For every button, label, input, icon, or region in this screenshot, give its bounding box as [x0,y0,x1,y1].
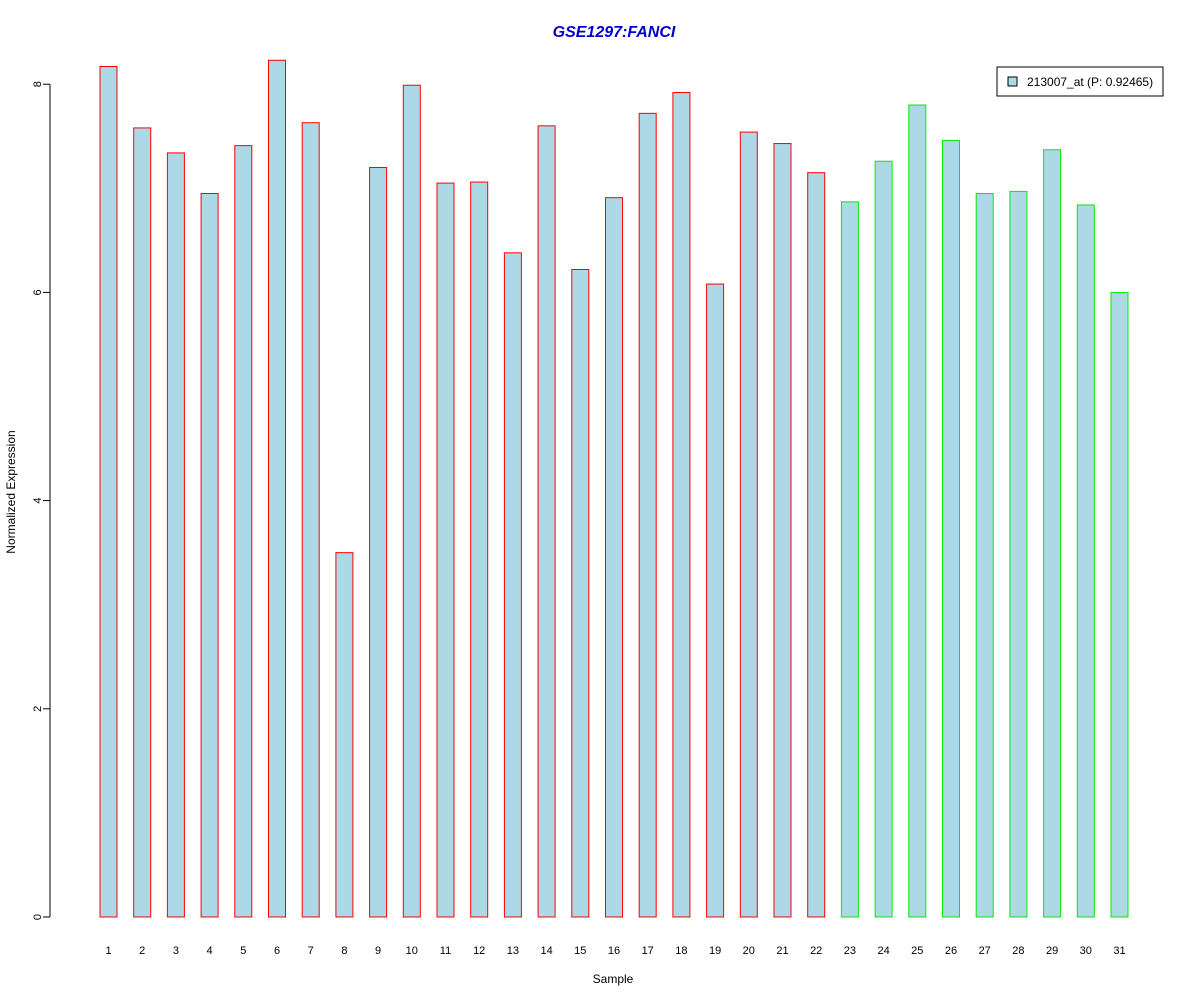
x-tick-label: 12 [473,945,485,957]
x-tick-label: 23 [844,945,856,957]
y-axis: 0 2 4 6 8 [32,81,51,920]
bar [301,122,320,918]
bar [739,131,758,918]
bar [470,181,489,918]
bar [234,145,253,918]
bar [942,139,960,918]
y-tick-label: 0 [32,914,44,920]
legend-label: 213007_at (P: 0.92465) [1027,75,1153,89]
chart-title: GSE1297:FANCI [553,24,676,41]
bars-group [99,59,1129,918]
bar [1076,204,1095,918]
x-tick-label: 16 [608,945,620,957]
x-tick-label: 8 [341,945,347,957]
bar [268,59,286,918]
x-tick-label: 19 [709,945,721,957]
x-tick-label: 11 [440,945,451,957]
x-tick-label: 15 [574,945,586,957]
y-tick-label: 4 [32,498,44,504]
bar [638,112,657,918]
x-tick-labels: 1 2 3 4 5 6 7 8 9 10 11 12 13 14 15 16 17 18 19 20 21 22 23 24 2… [105,945,1125,957]
x-tick-label: 20 [743,945,755,957]
x-tick-label: 7 [308,945,314,957]
legend: 213007_at (P: 0.92465) [996,66,1164,97]
y-tick-label: 8 [32,81,44,87]
x-tick-label: 29 [1046,945,1058,957]
bar [200,193,219,918]
x-tick-label: 10 [406,945,418,957]
y-axis-label: Normalized Expression [4,430,18,553]
bar [166,152,185,918]
bar [908,104,927,918]
x-tick-label: 25 [911,945,923,957]
x-tick-label: 26 [945,945,957,957]
bar [503,252,522,918]
x-tick-label: 28 [1012,945,1024,957]
bar [436,182,455,918]
x-tick-label: 6 [274,945,280,957]
x-tick-label: 13 [507,945,519,957]
x-tick-label: 18 [675,945,687,957]
bar [773,143,792,918]
x-tick-label: 4 [207,945,213,957]
bar [807,172,826,918]
y-tick-label: 2 [32,706,44,712]
x-tick-label: 9 [375,945,381,957]
x-tick-label: 2 [139,945,145,957]
x-tick-label: 31 [1113,945,1125,957]
x-tick-label: 1 [105,945,111,957]
x-tick-label: 30 [1080,945,1092,957]
bar [672,92,691,918]
bar [571,268,590,918]
bar [840,201,859,918]
y-tick-label: 6 [32,289,44,295]
bar [335,552,354,918]
bar [1043,149,1062,918]
legend-box [996,66,1164,97]
bar [369,166,388,918]
bar [99,66,118,918]
bar [706,283,725,918]
x-tick-label: 17 [642,945,654,957]
bar [133,127,152,918]
bar [402,84,421,918]
bar [874,160,893,918]
bar [605,197,623,918]
x-tick-label: 24 [877,945,889,957]
x-tick-label: 22 [810,945,822,957]
x-tick-label: 14 [540,945,552,957]
x-tick-label: 27 [979,945,991,957]
x-tick-label: 5 [240,945,246,957]
x-tick-label: 3 [173,945,179,957]
x-axis-label: Sample [593,972,634,986]
bar [1110,291,1129,918]
bar [975,193,994,918]
bar [537,125,556,918]
bar [1009,190,1028,918]
legend-swatch [1007,76,1018,87]
x-tick-label: 21 [776,945,788,957]
